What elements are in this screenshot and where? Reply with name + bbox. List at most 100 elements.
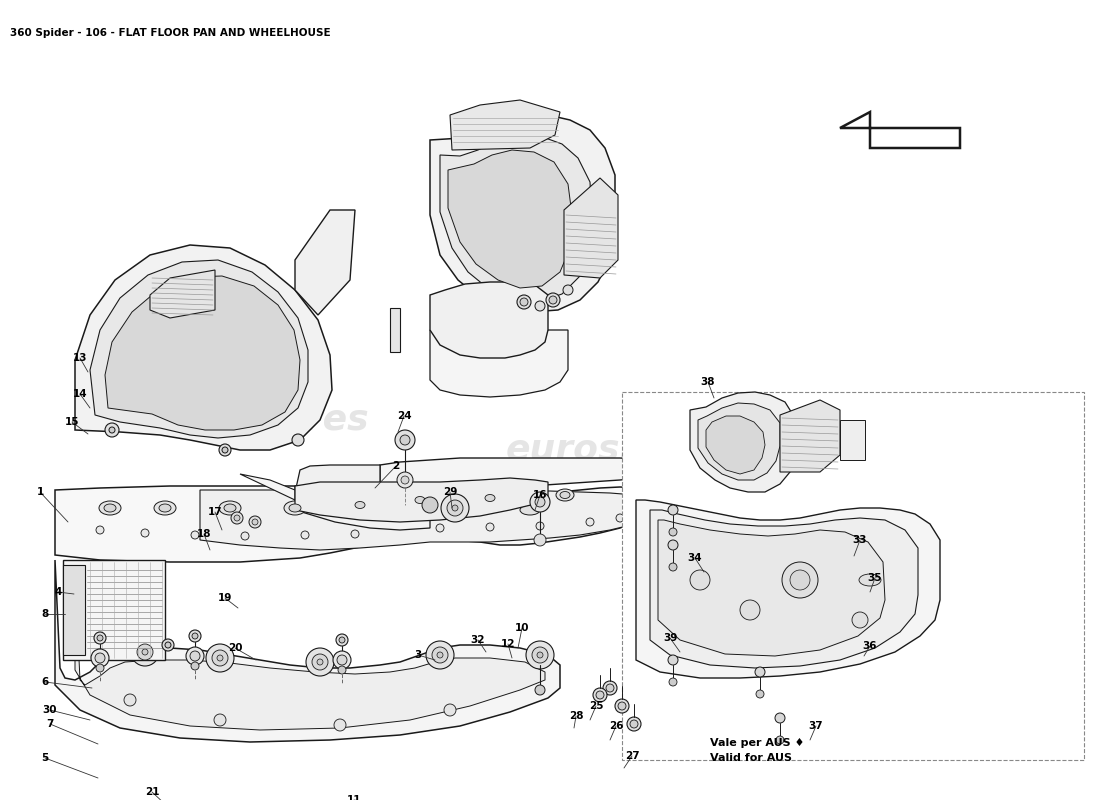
Text: eurospares: eurospares <box>506 433 735 467</box>
Ellipse shape <box>154 501 176 515</box>
Circle shape <box>338 666 346 674</box>
Text: 36: 36 <box>862 641 878 651</box>
Circle shape <box>337 655 346 665</box>
Ellipse shape <box>355 502 365 509</box>
Circle shape <box>546 293 560 307</box>
Circle shape <box>142 649 148 655</box>
Circle shape <box>535 301 544 311</box>
Circle shape <box>138 644 153 660</box>
Circle shape <box>292 434 304 446</box>
Ellipse shape <box>481 492 499 504</box>
Circle shape <box>190 651 200 661</box>
Polygon shape <box>840 112 960 148</box>
Ellipse shape <box>560 491 570 498</box>
Text: Valid for AUS: Valid for AUS <box>710 753 792 763</box>
Polygon shape <box>75 575 544 730</box>
Circle shape <box>192 633 198 639</box>
Circle shape <box>162 639 174 651</box>
Polygon shape <box>295 478 548 522</box>
Polygon shape <box>295 210 355 315</box>
Circle shape <box>301 531 309 539</box>
Circle shape <box>535 685 544 695</box>
Circle shape <box>530 492 550 512</box>
Text: 18: 18 <box>197 529 211 539</box>
Polygon shape <box>90 260 308 438</box>
Circle shape <box>782 562 818 598</box>
Circle shape <box>214 714 225 726</box>
Circle shape <box>131 638 160 666</box>
Circle shape <box>222 447 228 453</box>
Circle shape <box>339 637 345 643</box>
Circle shape <box>586 518 594 526</box>
Text: 35: 35 <box>868 573 882 583</box>
Text: 25: 25 <box>588 701 603 711</box>
Circle shape <box>606 684 614 692</box>
Circle shape <box>422 497 438 513</box>
Polygon shape <box>650 510 918 668</box>
Circle shape <box>191 662 199 670</box>
Text: 1: 1 <box>36 487 44 497</box>
Text: 4: 4 <box>54 587 62 597</box>
Text: 29: 29 <box>443 487 458 497</box>
Polygon shape <box>63 565 85 655</box>
Circle shape <box>124 694 136 706</box>
Circle shape <box>437 652 443 658</box>
Circle shape <box>402 476 409 484</box>
Text: 5: 5 <box>42 753 48 763</box>
Ellipse shape <box>556 489 574 501</box>
Text: 20: 20 <box>228 643 242 653</box>
Circle shape <box>593 688 607 702</box>
Polygon shape <box>780 400 840 472</box>
Text: 19: 19 <box>218 593 232 603</box>
Circle shape <box>234 515 240 521</box>
Ellipse shape <box>160 504 170 512</box>
Ellipse shape <box>520 505 540 515</box>
Circle shape <box>596 691 604 699</box>
Text: 14: 14 <box>73 389 87 399</box>
Text: 37: 37 <box>808 721 823 731</box>
Circle shape <box>517 295 531 309</box>
Text: 13: 13 <box>73 353 87 363</box>
Circle shape <box>96 664 104 672</box>
Circle shape <box>333 651 351 669</box>
Circle shape <box>755 667 764 677</box>
Polygon shape <box>150 270 214 318</box>
Text: 17: 17 <box>208 507 222 517</box>
Polygon shape <box>104 276 300 430</box>
Ellipse shape <box>415 497 425 503</box>
Circle shape <box>395 430 415 450</box>
Circle shape <box>212 650 228 666</box>
Text: 30: 30 <box>43 705 57 715</box>
Text: 38: 38 <box>701 377 715 387</box>
Polygon shape <box>295 486 430 530</box>
Ellipse shape <box>411 494 429 506</box>
Circle shape <box>96 526 104 534</box>
Text: 21: 21 <box>145 787 160 797</box>
Polygon shape <box>390 308 400 352</box>
Ellipse shape <box>351 499 369 511</box>
Circle shape <box>97 635 103 641</box>
Circle shape <box>536 522 544 530</box>
Circle shape <box>690 570 710 590</box>
Circle shape <box>94 632 106 644</box>
Circle shape <box>104 423 119 437</box>
Polygon shape <box>240 474 295 500</box>
Polygon shape <box>55 560 560 742</box>
Circle shape <box>669 563 676 571</box>
Polygon shape <box>448 150 572 288</box>
Circle shape <box>740 600 760 620</box>
Circle shape <box>630 720 638 728</box>
Text: 12: 12 <box>500 639 515 649</box>
Circle shape <box>219 444 231 456</box>
Text: 2: 2 <box>393 461 399 471</box>
Polygon shape <box>200 490 635 550</box>
Text: 39: 39 <box>663 633 678 643</box>
Circle shape <box>452 505 458 511</box>
Circle shape <box>520 298 528 306</box>
Text: 34: 34 <box>688 553 702 563</box>
Circle shape <box>191 531 199 539</box>
Text: 8: 8 <box>42 609 48 619</box>
Circle shape <box>486 523 494 531</box>
Polygon shape <box>63 560 165 660</box>
Text: 360 Spider - 106 - FLAT FLOOR PAN AND WHEELHOUSE: 360 Spider - 106 - FLAT FLOOR PAN AND WH… <box>10 28 331 38</box>
